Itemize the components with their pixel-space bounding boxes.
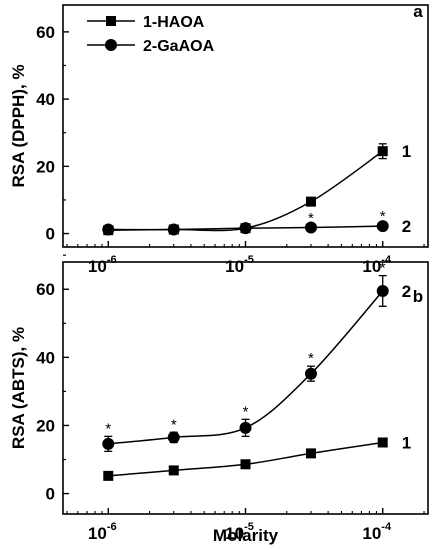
- x-tick-base: 10: [225, 257, 244, 276]
- panel-letter: b: [413, 287, 423, 306]
- significance-star: *: [105, 420, 111, 437]
- data-point-circle: [376, 284, 389, 297]
- data-point-square: [377, 437, 388, 448]
- data-point-square: [168, 465, 179, 476]
- series-curve-label: 1: [402, 433, 411, 452]
- x-tick-exponent: -6: [107, 521, 117, 533]
- x-tick-label: 10-6: [88, 254, 117, 276]
- panel-letter: a: [413, 2, 423, 21]
- x-tick-label: 10-6: [88, 521, 117, 543]
- series-curve-label: 2: [402, 217, 411, 236]
- data-point-circle: [167, 431, 180, 444]
- y-tick-label: 20: [36, 157, 55, 176]
- x-tick-label: 10-5: [225, 521, 254, 543]
- x-tick-exponent: -6: [107, 254, 117, 266]
- significance-star: *: [380, 208, 386, 225]
- x-axis-title: Molarity: [213, 526, 279, 545]
- data-point-circle: [239, 421, 252, 434]
- x-tick-label: 10-4: [362, 254, 392, 276]
- data-point-circle: [304, 221, 317, 234]
- legend-label: 1-HAOA: [143, 14, 205, 31]
- significance-star: *: [380, 260, 386, 277]
- y-tick-label: 20: [36, 416, 55, 435]
- data-point-circle: [239, 222, 252, 235]
- legend-entry: 2-GaAOA: [87, 38, 215, 55]
- series-line: [108, 441, 383, 477]
- data-point-circle: [102, 223, 115, 236]
- x-tick-exponent: -5: [244, 254, 254, 266]
- plot-frame: [62, 4, 429, 248]
- series-curve-label: 2: [402, 282, 411, 301]
- series-line: [108, 150, 384, 232]
- legend-marker-square: [106, 16, 116, 26]
- legend-marker-circle: [105, 39, 117, 51]
- significance-star: *: [171, 416, 177, 433]
- y-tick-label: 40: [36, 90, 55, 109]
- significance-star: *: [308, 210, 314, 227]
- data-point-circle: [167, 223, 180, 236]
- y-axis-title: RSA (ABTS), %: [9, 327, 28, 449]
- y-tick-label: 60: [36, 280, 55, 299]
- data-point-circle: [376, 220, 389, 233]
- x-tick-base: 10: [362, 257, 381, 276]
- data-point-circle: [102, 437, 115, 450]
- y-axis-title: RSA (DPPH), %: [9, 64, 28, 187]
- x-tick-label: 10-4: [362, 521, 392, 543]
- series-curve-label: 1: [402, 142, 411, 161]
- plot-frame: [62, 261, 429, 515]
- data-point-square: [240, 459, 251, 470]
- significance-star: *: [308, 350, 314, 367]
- x-tick-base: 10: [225, 524, 244, 543]
- y-tick-label: 0: [46, 225, 55, 244]
- data-point-circle: [304, 367, 317, 380]
- data-point-square: [305, 196, 316, 207]
- x-tick-base: 10: [88, 257, 107, 276]
- data-point-square: [103, 470, 114, 481]
- y-tick-label: 0: [46, 485, 55, 504]
- x-tick-label: 10-5: [225, 254, 254, 276]
- data-point-square: [377, 146, 388, 157]
- y-tick-label: 60: [36, 23, 55, 42]
- y-tick-label: 40: [36, 348, 55, 367]
- data-point-square: [305, 448, 316, 459]
- x-tick-exponent: -4: [381, 521, 392, 533]
- x-tick-exponent: -4: [381, 254, 392, 266]
- x-tick-base: 10: [362, 524, 381, 543]
- legend-entry: 1-HAOA: [87, 14, 205, 31]
- legend-label: 2-GaAOA: [143, 38, 215, 55]
- x-tick-base: 10: [88, 524, 107, 543]
- x-tick-exponent: -5: [244, 521, 254, 533]
- significance-star: *: [243, 403, 249, 420]
